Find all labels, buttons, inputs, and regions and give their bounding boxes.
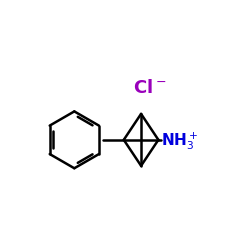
Text: Cl$^-$: Cl$^-$ [133, 79, 166, 97]
Text: NH$_3^+$: NH$_3^+$ [161, 130, 198, 152]
